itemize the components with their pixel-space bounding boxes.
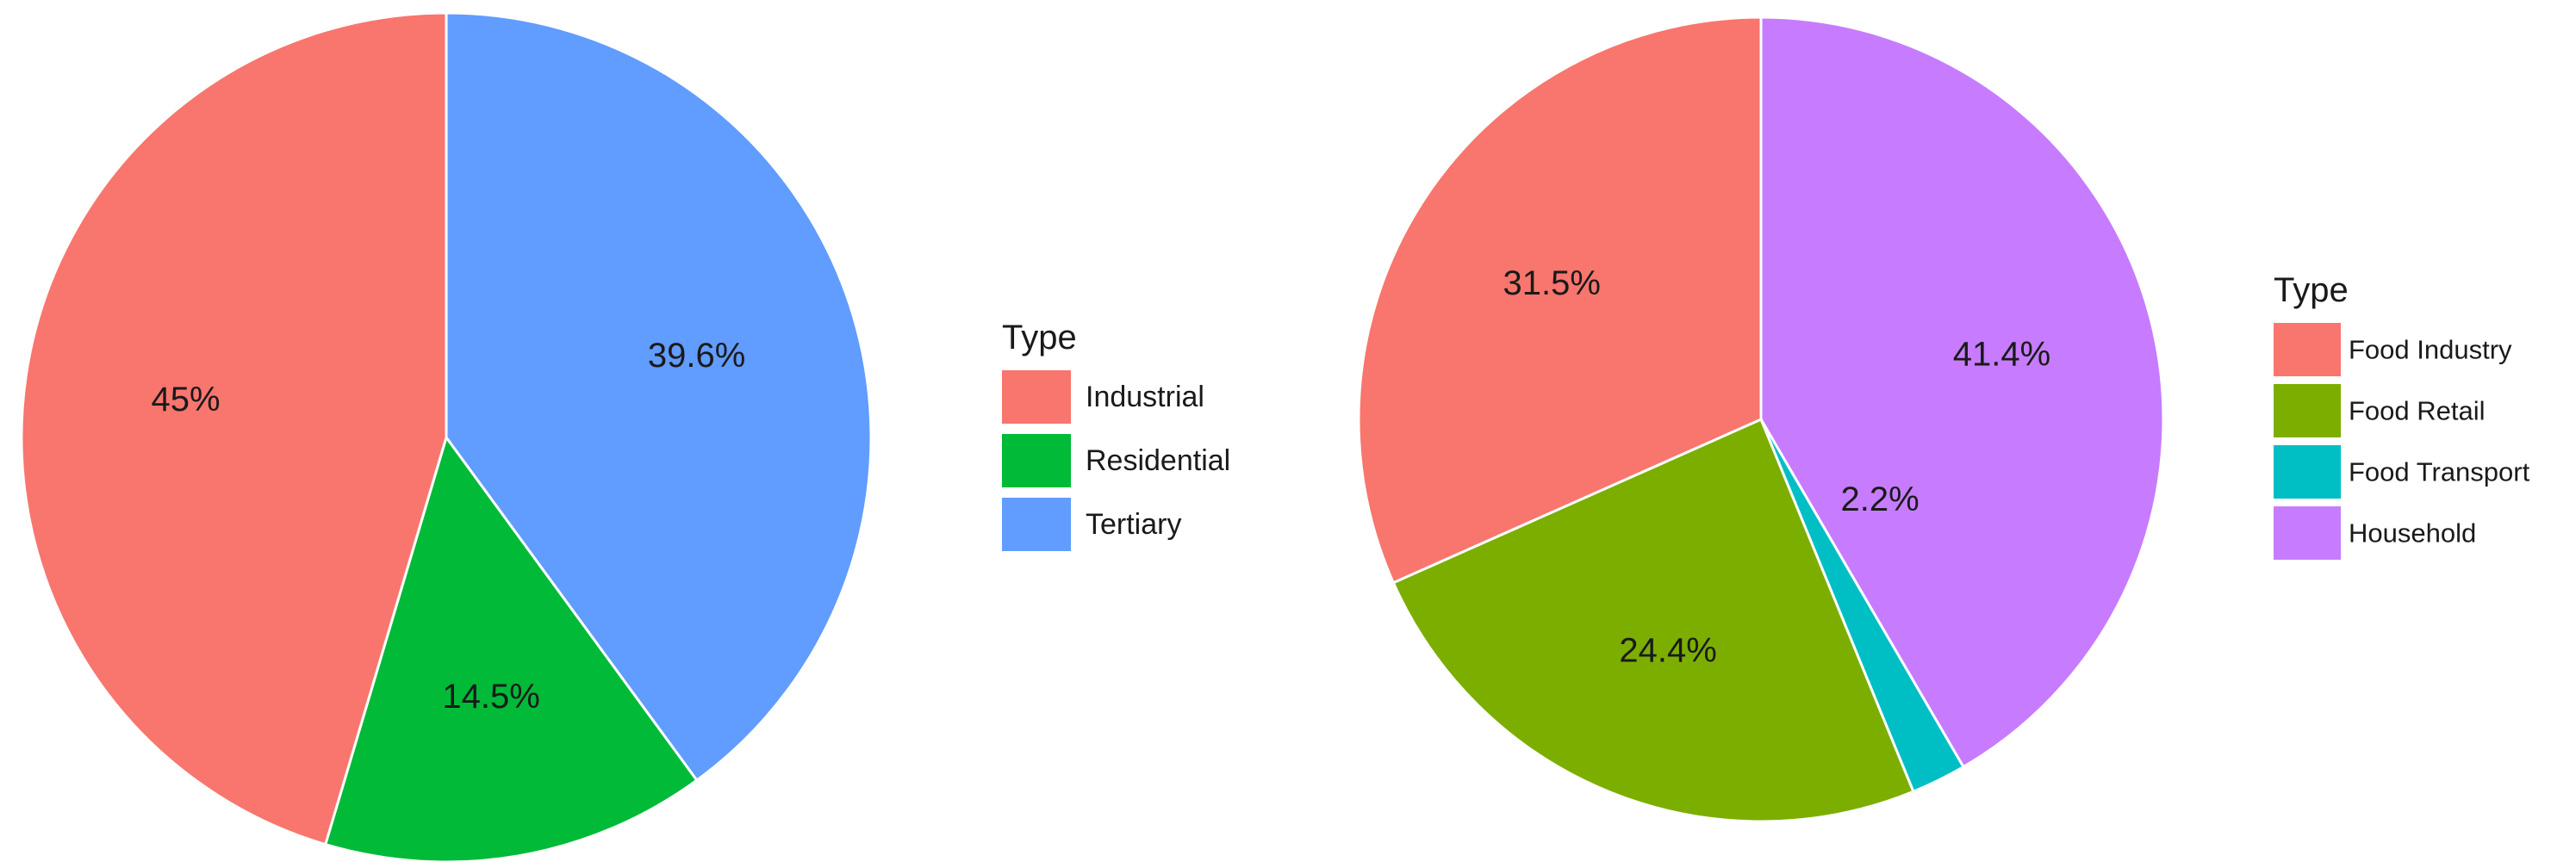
pie-slice-tertiary <box>445 11 873 782</box>
legend-label-food-retail: Food Retail <box>2349 396 2486 426</box>
legend-label-food-transport: Food Transport <box>2349 457 2530 487</box>
pie-slice-labels: 39.6% 14.5% 45% <box>151 337 745 716</box>
legend: Type Industrial Residential Tertiary <box>1002 319 1230 551</box>
pie-slice-label-food-retail: 24.4% <box>1619 632 1716 670</box>
pie-slice-label-industrial: 45% <box>151 381 220 418</box>
pie-slice-residential <box>324 436 699 864</box>
legend-label-household: Household <box>2349 518 2476 549</box>
legend-key-tertiary <box>1002 498 1071 551</box>
legend-key-industrial <box>1002 370 1071 424</box>
pie-slice-food-industry <box>1357 16 1763 585</box>
legend-label-residential: Residential <box>1086 444 1230 477</box>
pie-slices <box>1357 16 2165 823</box>
pie-slice-household <box>1759 16 2165 769</box>
pie-slice-label-food-transport: 2.2% <box>1841 480 1920 518</box>
legend-label-food-industry: Food Industry <box>2349 335 2512 365</box>
legend-label-industrial: Industrial <box>1086 381 1204 413</box>
legend-label-tertiary: Tertiary <box>1086 508 1181 541</box>
pie-slice-label-residential: 14.5% <box>442 678 539 716</box>
pie-slice-label-household: 41.4% <box>1953 336 2050 374</box>
legend-title: Type <box>1002 319 1077 356</box>
legend-title: Type <box>2274 271 2349 309</box>
pie-slice-food-retail <box>1391 418 1915 823</box>
legend-key-food-retail <box>2274 384 2341 437</box>
pie-chart-sectors: 39.6%14.5%45% TypeIndustrialResidentialT… <box>20 11 1230 864</box>
legend-key-food-industry <box>2274 323 2341 376</box>
pie-slice-label-tertiary: 39.6% <box>648 337 745 375</box>
legend-key-household <box>2274 506 2341 560</box>
legend-key-food-transport <box>2274 445 2341 499</box>
pie-slice-labels: 41.4% 2.2% 24.4% 31.5% <box>1503 264 2050 670</box>
pie-slice-label-food-industry: 31.5% <box>1503 264 1600 302</box>
legend-key-residential <box>1002 434 1071 487</box>
pie-slice-industrial <box>20 11 448 846</box>
pie-slices <box>20 11 873 864</box>
